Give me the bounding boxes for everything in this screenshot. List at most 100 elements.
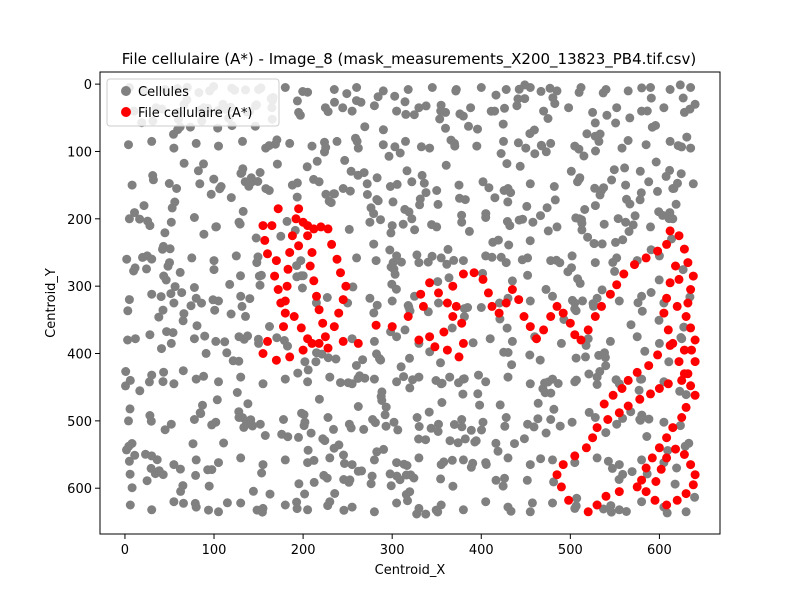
x-tick-label: 100 (202, 543, 227, 558)
cell-point (169, 129, 178, 139)
cell-point (276, 231, 286, 241)
cell-point (414, 258, 424, 268)
cell-point (414, 434, 424, 444)
cell-point (458, 455, 468, 465)
cell-point (306, 428, 316, 438)
cell-point (199, 371, 209, 381)
cell-point (590, 183, 600, 193)
cell-point (309, 455, 319, 465)
cell-point (246, 415, 256, 425)
cell-point (389, 417, 399, 427)
cell-point (279, 415, 288, 424)
cell-point (178, 366, 188, 376)
cell-point (481, 377, 491, 387)
cell-point (146, 416, 156, 426)
astar-point (280, 296, 290, 306)
cell-point (635, 195, 645, 205)
astar-point (614, 487, 624, 497)
astar-point (641, 463, 651, 473)
cell-point (302, 162, 312, 172)
cell-point (466, 425, 476, 435)
cell-point (476, 303, 486, 312)
astar-point (668, 423, 678, 433)
cell-point (517, 255, 527, 265)
cell-point (366, 203, 376, 213)
cell-point (654, 315, 664, 325)
cell-point (156, 292, 166, 302)
cell-point (351, 361, 361, 370)
cell-point (491, 438, 501, 448)
cell-point (292, 272, 302, 282)
astar-point (532, 334, 541, 344)
astar-point (683, 298, 693, 308)
cell-point (272, 159, 282, 169)
astar-point (309, 276, 319, 286)
cell-point (353, 143, 363, 153)
cell-point (496, 149, 506, 158)
cell-point (678, 93, 688, 103)
cell-point (414, 422, 424, 431)
cell-point (669, 183, 679, 193)
astar-point (635, 394, 645, 404)
cell-point (675, 80, 685, 90)
astar-point (448, 281, 458, 291)
astar-point (558, 460, 568, 470)
cell-point (236, 372, 246, 382)
y-tick-label: 600 (67, 482, 92, 497)
cell-point (427, 220, 437, 230)
cell-point (435, 114, 445, 124)
astar-point (641, 487, 651, 497)
cell-point (678, 265, 688, 275)
cell-point (570, 458, 580, 468)
cell-point (158, 377, 168, 387)
cell-point (214, 458, 223, 468)
cell-point (599, 504, 608, 514)
cell-point (459, 374, 469, 384)
astar-point (439, 327, 449, 337)
cell-point (255, 280, 265, 290)
astar-point (690, 390, 700, 400)
astar-point (507, 285, 517, 294)
astar-point (583, 325, 593, 335)
cell-point (665, 85, 675, 94)
cell-point (444, 273, 454, 283)
cell-point (651, 157, 661, 167)
astar-point (674, 231, 684, 241)
cell-point (471, 436, 481, 446)
cell-point (346, 166, 356, 176)
cell-point (433, 199, 443, 209)
astar-point (663, 325, 673, 335)
astar-point (334, 308, 344, 318)
cell-point (292, 178, 302, 188)
cell-point (533, 414, 543, 424)
cell-point (336, 378, 345, 388)
cell-point (124, 214, 134, 224)
cell-point (491, 90, 501, 100)
cell-point (209, 174, 219, 184)
cell-point (468, 338, 478, 348)
cell-point (385, 245, 395, 255)
astar-point (458, 269, 468, 279)
cell-point (542, 203, 552, 213)
cell-point (248, 486, 258, 496)
astar-point (514, 295, 524, 305)
cell-point (219, 438, 229, 448)
cell-point (499, 186, 509, 195)
cell-point (280, 455, 290, 465)
cell-point (340, 155, 350, 165)
cell-point (433, 277, 443, 287)
cell-point (548, 93, 558, 103)
cell-point (280, 500, 290, 510)
cell-point (387, 221, 397, 231)
cell-point (416, 142, 426, 152)
cell-point (125, 404, 135, 414)
astar-point (690, 357, 700, 367)
cell-point (282, 216, 292, 226)
astar-point (458, 338, 468, 348)
cell-point (147, 289, 157, 299)
cell-point (396, 257, 406, 267)
astar-point (683, 369, 693, 379)
cell-point (450, 141, 460, 151)
cell-point (369, 101, 379, 111)
cell-point (685, 104, 695, 114)
